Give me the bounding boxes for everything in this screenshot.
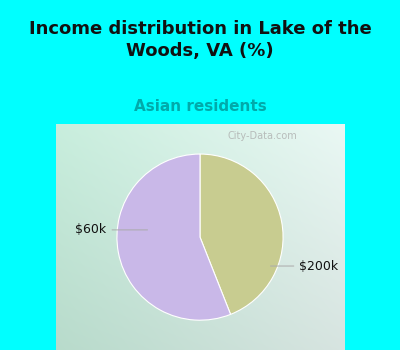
Text: $200k: $200k <box>270 259 338 273</box>
Wedge shape <box>117 154 230 320</box>
Text: $60k: $60k <box>75 223 148 236</box>
Wedge shape <box>200 154 283 314</box>
Text: Income distribution in Lake of the
Woods, VA (%): Income distribution in Lake of the Woods… <box>29 20 371 60</box>
Text: Asian residents: Asian residents <box>134 99 266 114</box>
Text: City-Data.com: City-Data.com <box>227 131 297 141</box>
